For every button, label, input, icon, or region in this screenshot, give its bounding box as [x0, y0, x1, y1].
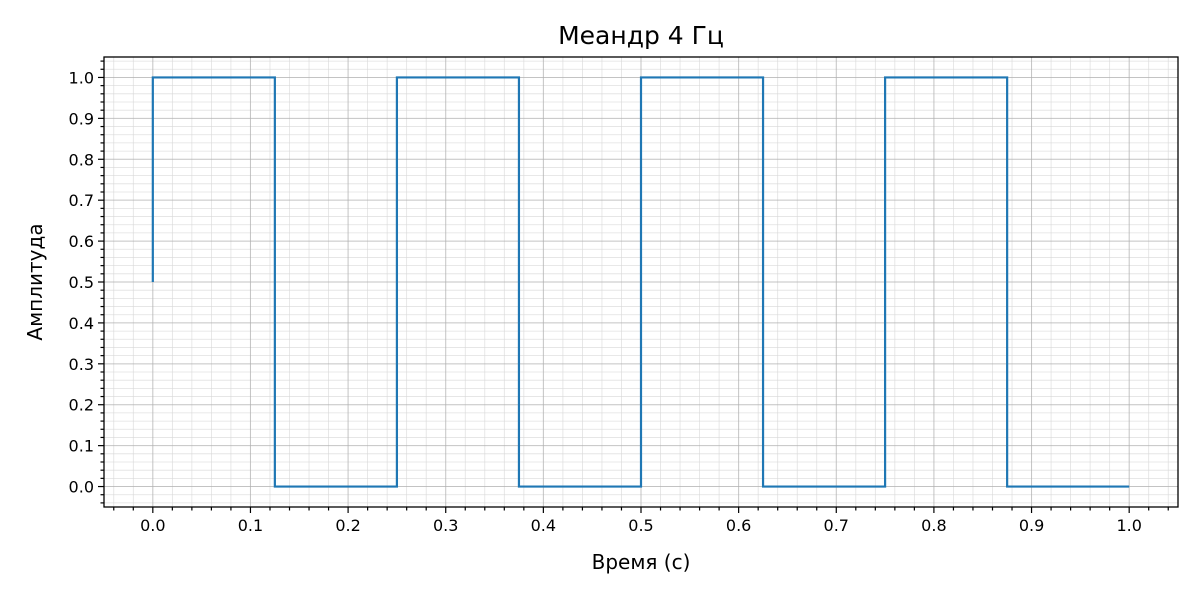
y-tick-label: 0.7: [69, 191, 94, 210]
y-tick-label: 0.0: [69, 478, 94, 497]
y-tick-labels: 0.0 0.1 0.2 0.3 0.4 0.5 0.6 0.7 0.8 0.9 1.0: [69, 68, 94, 496]
y-tick-label: 0.9: [69, 109, 94, 128]
x-tick-labels: 0.0 0.1 0.2 0.3 0.4 0.5 0.6 0.7 0.8 0.9 1.0: [140, 516, 1142, 535]
y-tick-label: 0.8: [69, 150, 94, 169]
y-tick-label: 0.2: [69, 396, 94, 415]
y-tick-label: 0.6: [69, 232, 94, 251]
y-tick-label: 1.0: [69, 68, 94, 87]
x-tick-label: 0.3: [433, 516, 458, 535]
x-tick-label: 0.9: [1019, 516, 1044, 535]
x-tick-label: 0.0: [140, 516, 165, 535]
series-layer: [151, 76, 1130, 488]
x-tick-label: 0.1: [238, 516, 263, 535]
x-tick-label: 0.6: [726, 516, 751, 535]
x-tick-label: 0.8: [921, 516, 946, 535]
x-axis-label: Время (с): [592, 550, 691, 574]
x-tick-label: 0.5: [628, 516, 653, 535]
x-tick-label: 0.7: [824, 516, 849, 535]
square-wave-line: [151, 76, 1130, 488]
y-tick-label: 0.4: [69, 314, 94, 333]
x-tick-label: 0.2: [335, 516, 360, 535]
axis-ticks: [98, 60, 1169, 513]
y-tick-label: 0.5: [69, 273, 94, 292]
chart-title: Меандр 4 Гц: [558, 21, 724, 50]
x-tick-label: 0.4: [531, 516, 556, 535]
y-tick-label: 0.1: [69, 437, 94, 456]
y-axis-label: Амплитуда: [23, 223, 47, 340]
y-tick-label: 0.3: [69, 355, 94, 374]
x-tick-label: 1.0: [1116, 516, 1141, 535]
